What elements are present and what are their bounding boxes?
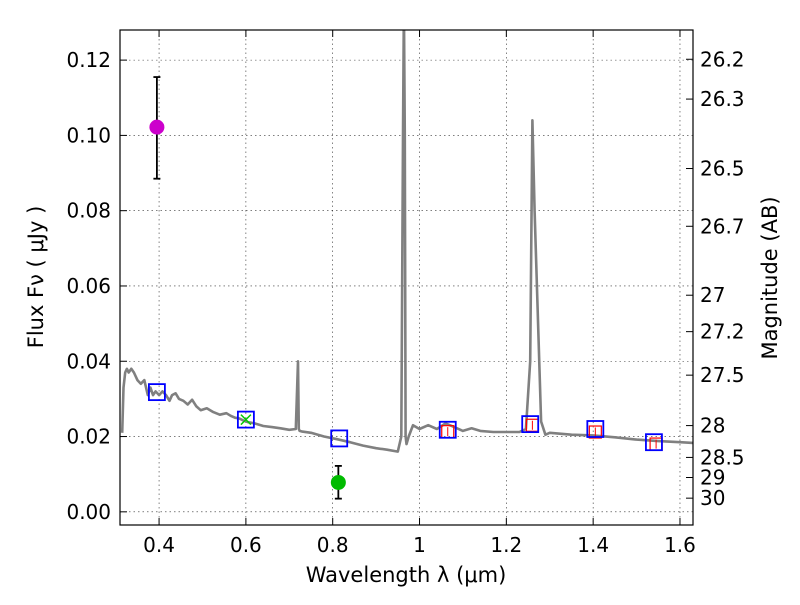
model-band-point [521, 415, 540, 434]
x-tick-label: 1.6 [664, 533, 696, 557]
magnitude-tick-label: 30 [700, 486, 725, 510]
magnitude-tick-label: 27.2 [700, 320, 745, 344]
magnitude-tick-label: 28 [700, 414, 725, 438]
y-tick-label: 0.06 [66, 274, 111, 298]
y-tick-label: 0.00 [66, 500, 111, 524]
model-band-point [645, 433, 663, 452]
magnitude-tick-label: 28.5 [700, 445, 745, 469]
green-cross-marker [240, 414, 252, 426]
x-tick-label: 0.8 [317, 533, 349, 557]
magnitude-axis-title: Magnitude (AB) [758, 196, 782, 359]
plot-frame [119, 29, 694, 526]
y-axis-title: Flux Fν ( μJy ) [24, 206, 48, 349]
y-tick-label: 0.12 [66, 48, 111, 72]
magnitude-tick-label: 27 [700, 283, 725, 307]
model-band-point [438, 420, 457, 439]
detection-point [330, 474, 346, 490]
y-tick-label: 0.02 [66, 425, 111, 449]
model-band-point [586, 420, 605, 438]
data-layer [120, 30, 693, 500]
x-tick-label: 0.6 [230, 533, 262, 557]
model-band-point [147, 383, 166, 402]
plot-area [120, 30, 693, 500]
model-band-point [236, 410, 255, 429]
magnitude-tick-label: 27.5 [700, 363, 745, 387]
tick-layer: 0.4 0.6 0.8 1 1.2 1.4 1.6 0.00 0.02 0.04 0.06 0.08 0… [66, 30, 745, 557]
grid-layer [120, 30, 693, 525]
x-tick-label: 0.4 [143, 533, 175, 557]
magnitude-tick-label: 26.2 [700, 47, 745, 71]
sed-model-line [120, 30, 693, 453]
x-axis-title: Wavelength λ (μm) [306, 563, 507, 587]
photometry-point [588, 425, 602, 439]
x-tick-label: 1.2 [490, 533, 522, 557]
y-tick-label: 0.08 [66, 199, 111, 223]
magnitude-tick-label: 29 [700, 465, 725, 489]
x-tick-label: 1.4 [577, 533, 609, 557]
detection-point [149, 119, 165, 135]
magnitude-tick-label: 26.3 [700, 87, 745, 111]
magnitude-tick-label: 26.7 [700, 214, 745, 238]
model-band-point [330, 429, 349, 448]
y-tick-label: 0.04 [66, 349, 111, 373]
magnitude-tick-label: 26.5 [700, 157, 745, 181]
y-tick-label: 0.10 [66, 123, 111, 147]
x-tick-label: 1 [413, 533, 426, 557]
